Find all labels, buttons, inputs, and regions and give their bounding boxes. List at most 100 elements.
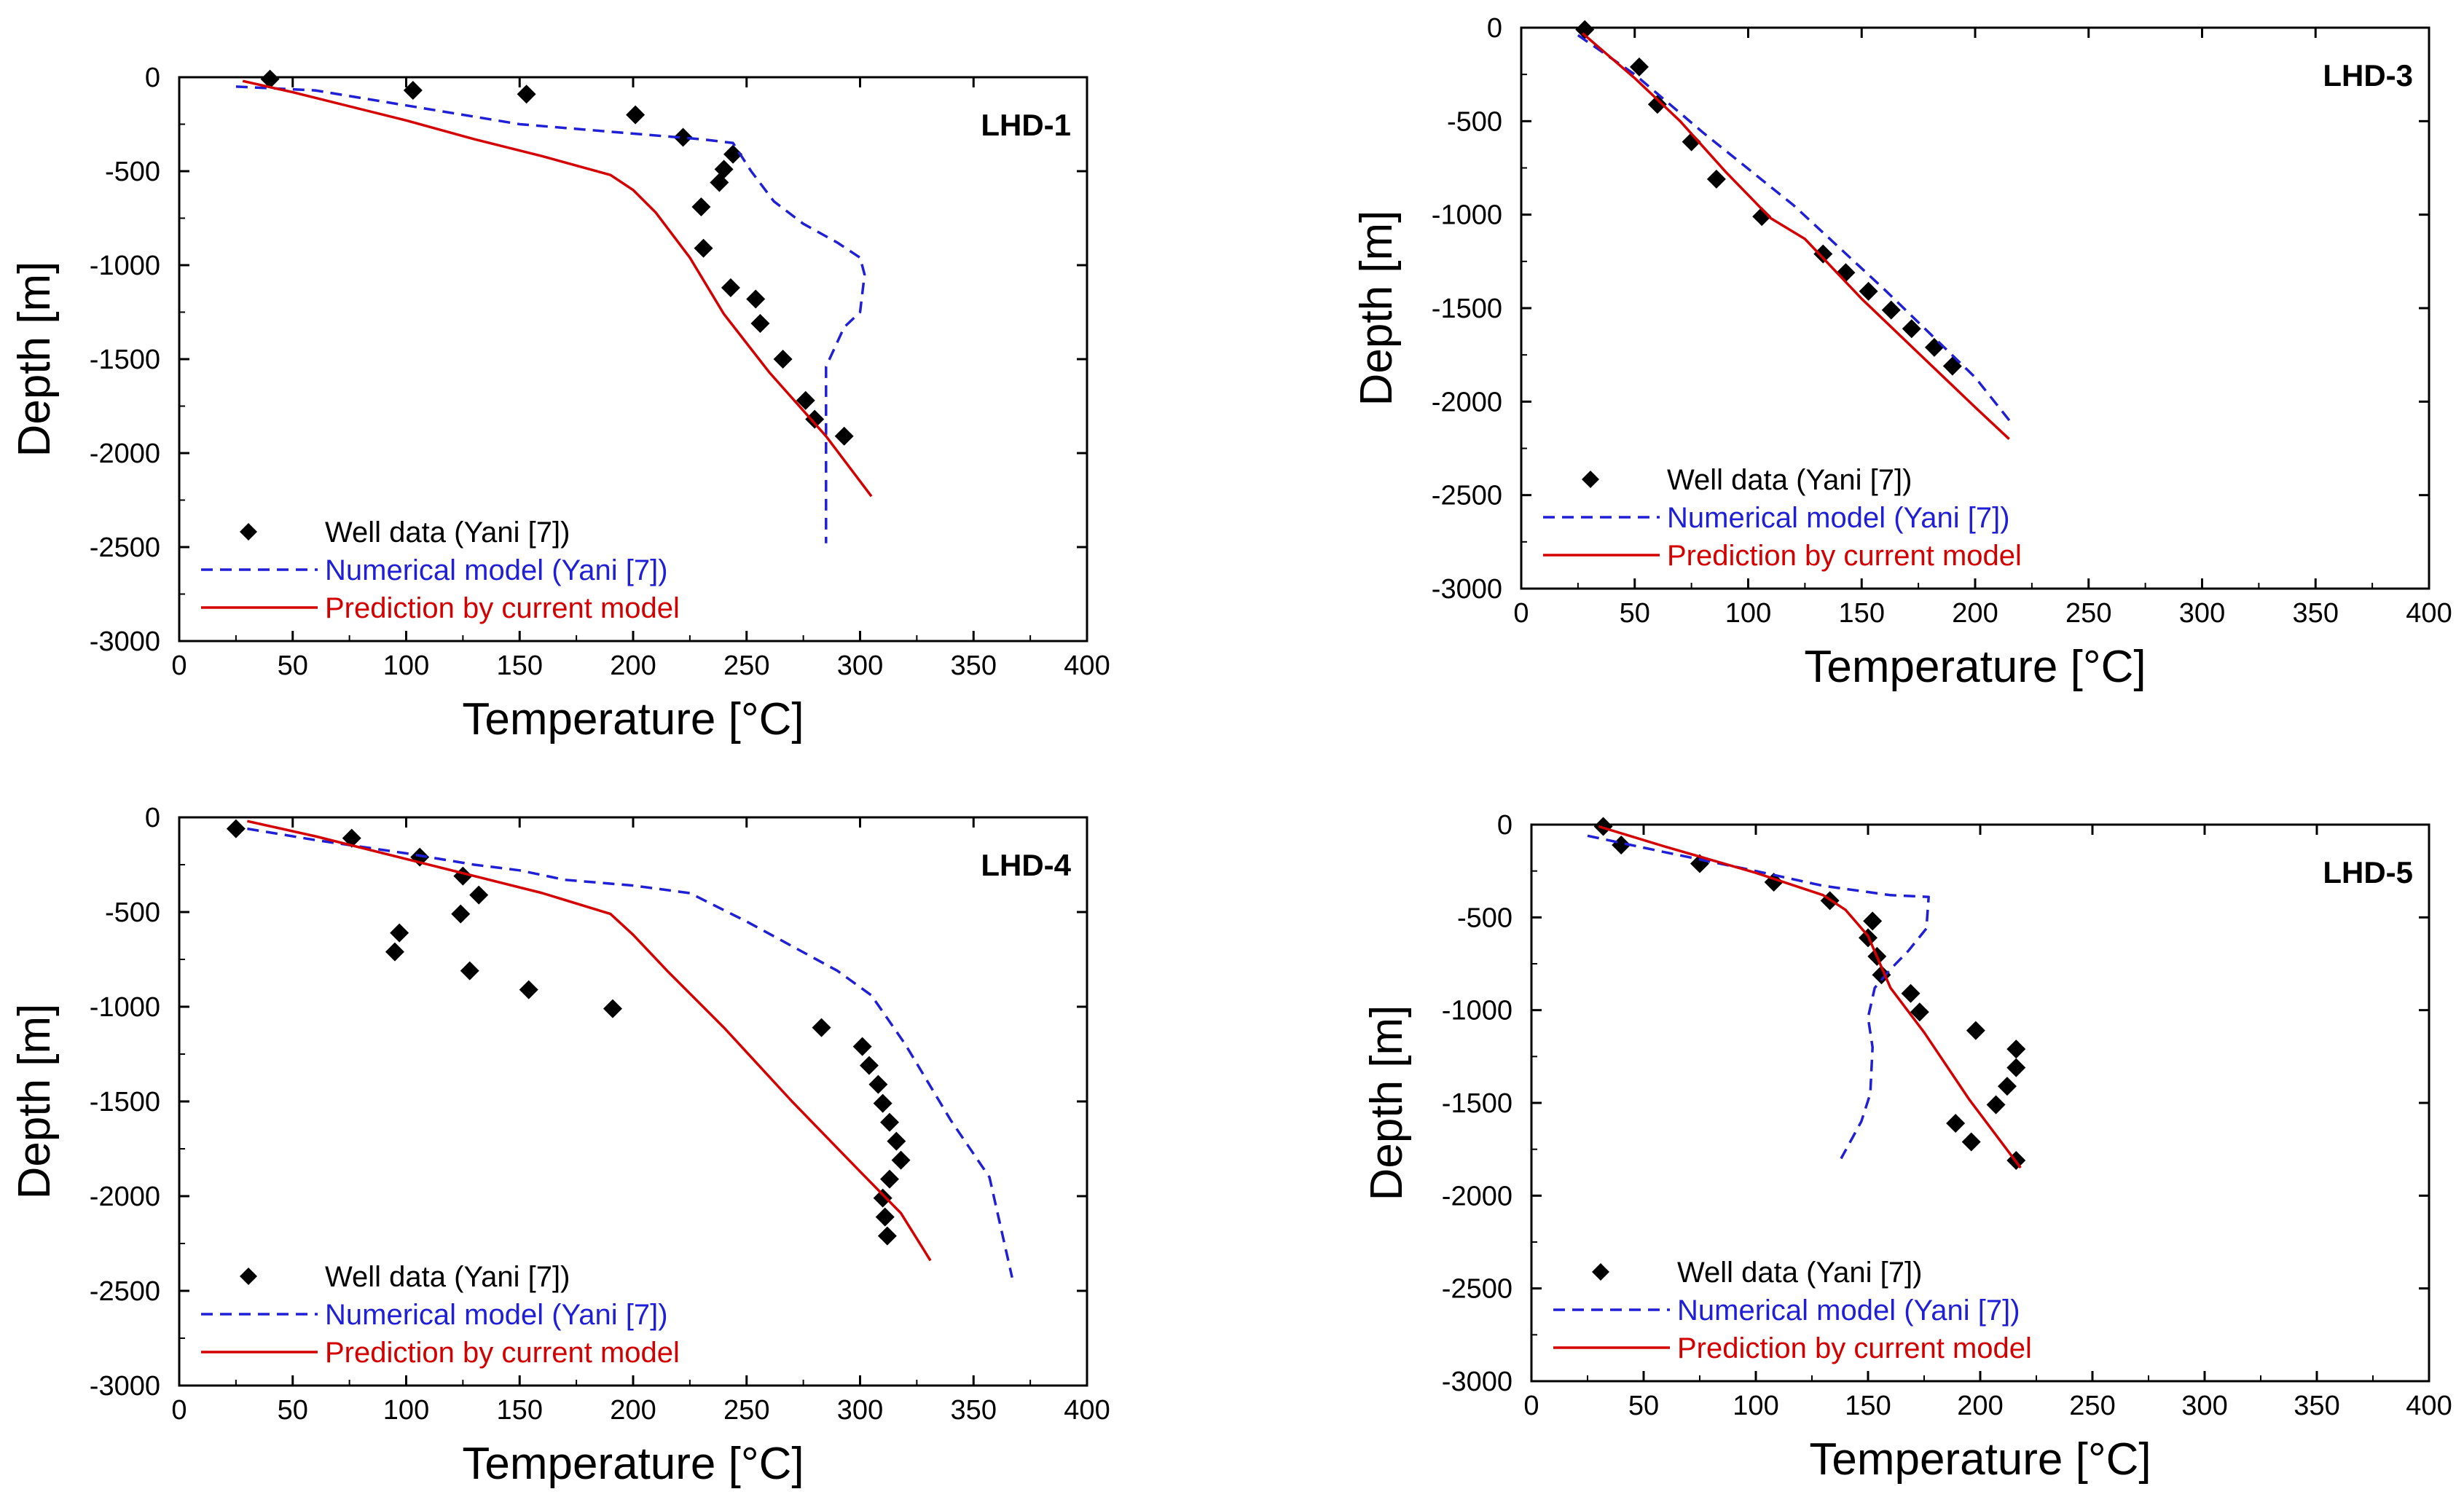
well-data-point xyxy=(873,1093,892,1113)
well-data-point xyxy=(390,923,409,943)
x-tick-label: 0 xyxy=(1523,1391,1539,1421)
numerical-model-line xyxy=(235,85,866,543)
y-tick-label: -2500 xyxy=(90,533,160,563)
chart-panel-4: 0 50 100 150 200 250 300 350 400 0 -500 -1000 -1500 -… xyxy=(1362,810,2452,1485)
well-data-point xyxy=(1881,300,1901,320)
well-data-point xyxy=(1629,57,1649,76)
legend-label: Numerical model (Yani [7]) xyxy=(325,1299,668,1331)
legend-marker xyxy=(240,1268,257,1285)
well-data-point xyxy=(1813,244,1833,264)
x-tick-label: 300 xyxy=(2181,1391,2227,1421)
y-tick-label: -1500 xyxy=(1442,1088,1512,1119)
x-tick-label: 200 xyxy=(610,1395,656,1426)
x-tick-label: 100 xyxy=(1733,1391,1778,1421)
well-data-point xyxy=(710,173,729,192)
well-data-point xyxy=(519,980,538,999)
x-tick-label: 400 xyxy=(1064,651,1110,681)
well-data-point xyxy=(1752,207,1772,227)
x-tick-label: 50 xyxy=(1620,598,1650,629)
legend-marker xyxy=(1582,471,1599,488)
well-data-point xyxy=(1997,1077,2017,1096)
legend-label: Well data (Yani [7]) xyxy=(1677,1257,1922,1289)
well-data-point xyxy=(796,390,815,410)
x-tick-label: 400 xyxy=(2406,1391,2452,1421)
y-tick-label: -1000 xyxy=(90,992,160,1023)
y-axis-label: Depth [m] xyxy=(1351,211,1402,406)
well-data-point xyxy=(1946,1114,1966,1133)
x-tick-label: 250 xyxy=(723,1395,769,1426)
well-data-point xyxy=(403,81,423,101)
x-tick-label: 100 xyxy=(383,1395,429,1426)
well-data-point xyxy=(887,1131,906,1151)
legend-label: Prediction by current model xyxy=(1677,1332,2032,1364)
well-data-point xyxy=(852,1037,872,1056)
x-axis-label: Temperature [°C] xyxy=(1809,1434,2151,1485)
y-tick-label: -1000 xyxy=(1442,996,1512,1026)
prediction-line xyxy=(242,79,873,498)
x-tick-label: 150 xyxy=(1839,598,1885,629)
y-tick-label: -1000 xyxy=(90,251,160,281)
legend-label: Well data (Yani [7]) xyxy=(325,516,570,549)
y-tick-label: -2000 xyxy=(1442,1181,1512,1211)
x-tick-label: 0 xyxy=(171,651,187,681)
prediction-line xyxy=(247,820,932,1262)
y-tick-label: -2000 xyxy=(90,1182,160,1212)
well-data-point xyxy=(517,85,536,104)
legend-label: Prediction by current model xyxy=(325,1337,680,1369)
x-axis-label: Temperature [°C] xyxy=(462,1439,804,1489)
x-axis-label: Temperature [°C] xyxy=(462,694,804,744)
y-tick-label: 0 xyxy=(145,63,160,93)
legend-label: Well data (Yani [7]) xyxy=(325,1261,570,1293)
well-data-point xyxy=(385,942,404,962)
well-data-point xyxy=(260,69,280,89)
well-data-point xyxy=(451,904,471,924)
x-tick-label: 300 xyxy=(2179,598,2225,629)
legend-label: Numerical model (Yani [7]) xyxy=(1677,1294,2020,1327)
panel-title: LHD-5 xyxy=(2323,855,2413,889)
numerical-model-line xyxy=(1587,834,1930,1160)
x-tick-label: 350 xyxy=(951,651,997,681)
x-tick-label: 50 xyxy=(278,651,308,681)
x-tick-label: 250 xyxy=(2065,598,2111,629)
well-data-point xyxy=(1942,356,1962,376)
legend-label: Prediction by current model xyxy=(325,592,680,624)
x-tick-label: 50 xyxy=(278,1395,308,1426)
y-tick-label: 0 xyxy=(1487,13,1502,44)
prediction-line xyxy=(1598,825,2022,1169)
well-data-point xyxy=(875,1207,895,1227)
x-tick-label: 350 xyxy=(951,1395,997,1426)
well-data-point xyxy=(694,238,713,258)
y-tick-label: -1000 xyxy=(1432,200,1502,231)
well-data-point xyxy=(1901,983,1920,1003)
y-tick-label: -3000 xyxy=(90,626,160,657)
x-tick-label: 150 xyxy=(497,651,543,681)
y-tick-label: -500 xyxy=(1447,106,1502,137)
well-data-point xyxy=(721,278,740,297)
well-data-point xyxy=(1647,95,1667,114)
y-tick-label: -2000 xyxy=(1432,387,1502,417)
well-data-point xyxy=(1961,1132,1981,1152)
x-tick-label: 150 xyxy=(1845,1391,1891,1421)
x-tick-label: 400 xyxy=(1064,1395,1110,1426)
x-tick-label: 300 xyxy=(837,651,883,681)
well-data-point xyxy=(879,1112,899,1132)
legend-label: Prediction by current model xyxy=(1667,540,2022,572)
well-data-point xyxy=(723,144,743,164)
well-data-point xyxy=(1966,1021,1985,1040)
y-tick-label: -2500 xyxy=(1432,481,1502,511)
well-data-point xyxy=(877,1226,897,1246)
well-data-point xyxy=(746,289,766,309)
y-tick-label: -500 xyxy=(105,157,160,187)
well-data-point xyxy=(1863,911,1883,931)
legend-label: Well data (Yani [7]) xyxy=(1667,464,1912,496)
well-data-point xyxy=(873,1188,892,1208)
legend-label: Numerical model (Yani [7]) xyxy=(1667,502,2010,534)
y-tick-label: 0 xyxy=(1497,810,1512,841)
chart-panel-2: 0 50 100 150 200 250 300 350 400 0 -500 -1000 -1500 -… xyxy=(1351,13,2452,692)
well-data-point xyxy=(1612,836,1631,855)
legend-marker xyxy=(1592,1263,1609,1281)
x-tick-label: 200 xyxy=(610,651,656,681)
well-data-point xyxy=(673,127,693,147)
numerical-model-line xyxy=(247,827,1013,1278)
